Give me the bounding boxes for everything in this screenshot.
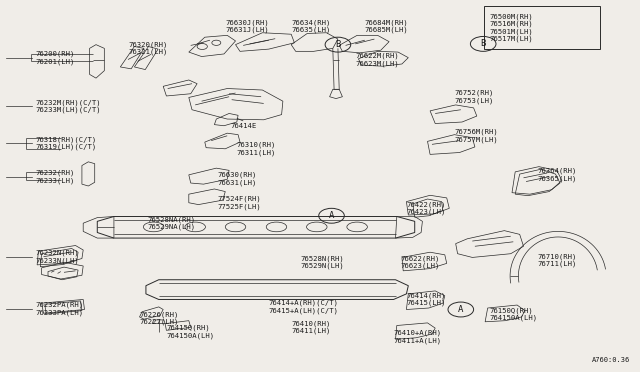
Text: A: A [329,211,334,220]
Text: 76528NA(RH)
76529NA(LH): 76528NA(RH) 76529NA(LH) [147,216,195,230]
Text: 76310(RH)
76311(LH): 76310(RH) 76311(LH) [237,142,276,156]
Text: 76232N(RH)
76233N(LH): 76232N(RH) 76233N(LH) [35,250,79,264]
Text: 76756M(RH)
76757M(LH): 76756M(RH) 76757M(LH) [454,129,498,143]
Text: 76415Q(RH)
764150A(LH): 76415Q(RH) 764150A(LH) [166,325,214,339]
Text: A: A [458,305,463,314]
Text: 76364(RH)
76365(LH): 76364(RH) 76365(LH) [538,168,577,182]
Text: 76622(RH)
76623(LH): 76622(RH) 76623(LH) [400,255,440,269]
Text: 76710(RH)
76711(LH): 76710(RH) 76711(LH) [538,253,577,267]
Text: 76630J(RH)
76631J(LH): 76630J(RH) 76631J(LH) [225,19,269,33]
Text: 76232M(RH)(C/T)
76233M(LH)(C/T): 76232M(RH)(C/T) 76233M(LH)(C/T) [35,99,101,113]
Text: 76634(RH)
76635(LH): 76634(RH) 76635(LH) [291,19,331,33]
Text: 76414+A(RH)(C/T)
76415+A(LH)(C/T): 76414+A(RH)(C/T) 76415+A(LH)(C/T) [269,300,339,314]
Text: 76410(RH)
76411(LH): 76410(RH) 76411(LH) [291,320,331,334]
Text: B: B [481,39,486,48]
Text: 76232PA(RH)
76233PA(LH): 76232PA(RH) 76233PA(LH) [35,302,83,316]
Text: 76630(RH)
76631(LH): 76630(RH) 76631(LH) [218,171,257,186]
Text: 76410+A(RH)
76411+A(LH): 76410+A(RH) 76411+A(LH) [394,330,442,344]
Text: 77524F(RH)
77525F(LH): 77524F(RH) 77525F(LH) [218,196,261,210]
Text: 76200(RH)
76201(LH): 76200(RH) 76201(LH) [35,51,75,65]
Text: 76232(RH)
76233(LH): 76232(RH) 76233(LH) [35,170,75,184]
Text: B: B [335,40,340,49]
Text: 76320(RH)
76321(LH): 76320(RH) 76321(LH) [128,41,168,55]
Text: 76684M(RH)
76685M(LH): 76684M(RH) 76685M(LH) [365,19,408,33]
Text: 76414E: 76414E [230,124,257,129]
Text: 76422(RH)
76423(LH): 76422(RH) 76423(LH) [406,201,446,215]
Text: 76528N(RH)
76529N(LH): 76528N(RH) 76529N(LH) [301,255,344,269]
Text: A760:0.36: A760:0.36 [592,357,630,363]
Text: 76622M(RH)
76623M(LH): 76622M(RH) 76623M(LH) [355,52,399,67]
Text: 76414(RH)
76415(LH): 76414(RH) 76415(LH) [406,292,446,307]
Text: 76752(RH)
76753(LH): 76752(RH) 76753(LH) [454,90,494,104]
Text: 76318(RH)(C/T)
76319(LH)(C/T): 76318(RH)(C/T) 76319(LH)(C/T) [35,136,97,150]
Text: 76226(RH)
76227(LH): 76226(RH) 76227(LH) [140,311,179,325]
Text: 76500M(RH)
76516M(RH)
76501M(LH)
76517M(LH): 76500M(RH) 76516M(RH) 76501M(LH) 76517M(… [490,13,533,42]
Text: 76150Q(RH)
764150A(LH): 76150Q(RH) 764150A(LH) [490,307,538,321]
